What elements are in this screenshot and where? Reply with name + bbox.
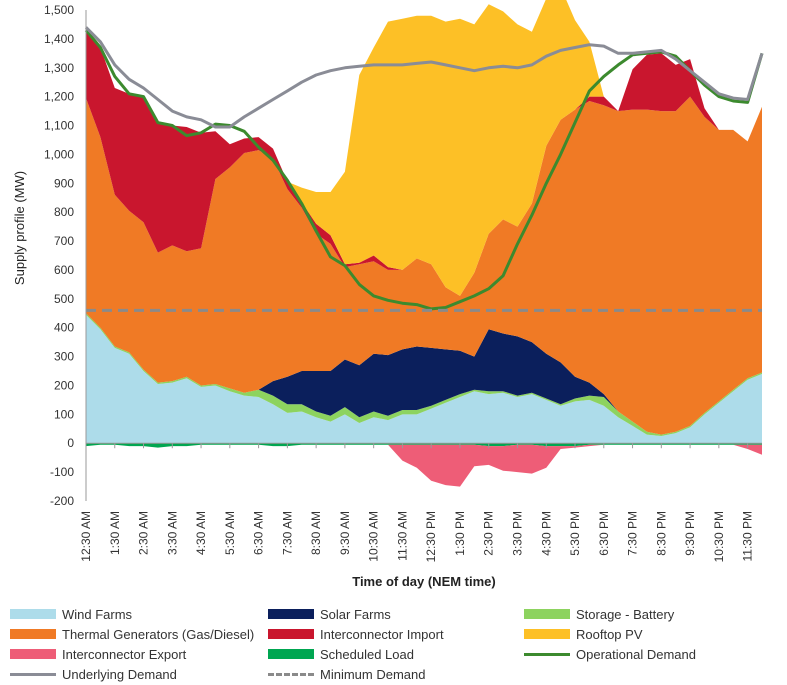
y-tick-label: 800 (54, 205, 74, 219)
legend-swatch (524, 629, 570, 639)
x-tick-label: 12:30 PM (424, 511, 438, 562)
x-tick-label: 8:30 PM (654, 511, 668, 556)
x-tick-label: 8:30 AM (309, 511, 323, 555)
legend-label: Solar Farms (320, 606, 391, 622)
legend-swatch (524, 652, 570, 656)
legend: Wind Farms Solar Farms Storage - Battery Th… (0, 604, 787, 685)
y-tick-labels: -200 -100 0 100 200 300 400 500 600 700 800 900 1,00… (44, 3, 74, 508)
legend-label: Interconnector Export (62, 646, 187, 662)
legend-item-minimum-demand: Minimum Demand (268, 664, 425, 684)
legend-item-solar-farms: Solar Farms (268, 604, 391, 624)
legend-label: Scheduled Load (320, 646, 414, 662)
area-thermal-generators-gas-diesel (86, 96, 762, 435)
x-tick-label: 11:30 PM (741, 511, 755, 561)
legend-item-scheduled-load: Scheduled Load (268, 644, 414, 664)
legend-item-interconnector-import: Interconnector Import (268, 624, 444, 644)
x-tick-label: 4:30 AM (194, 511, 208, 555)
legend-label: Interconnector Import (320, 626, 444, 642)
legend-swatch (10, 609, 56, 619)
y-tick-label: 600 (54, 263, 74, 277)
x-tick-label: 9:30 AM (338, 511, 352, 555)
legend-swatch (524, 609, 570, 619)
y-tick-label: -200 (50, 494, 74, 508)
y-tick-label: 300 (54, 350, 74, 364)
legend-label: Wind Farms (62, 606, 133, 622)
y-tick-label: 1,400 (44, 32, 74, 46)
legend-label: Storage - Battery (576, 606, 675, 622)
legend-swatch (268, 672, 314, 676)
x-tick-labels: 12:30 AM 1:30 AM 2:30 AM 3:30 AM 4:30 AM 5:30… (79, 511, 755, 562)
x-tick-label: 11:30 AM (395, 511, 409, 561)
demand-lines (84, 26, 764, 312)
y-tick-label: -100 (50, 465, 74, 479)
area-interconnector-import (86, 28, 762, 296)
x-tick-label: 10:30 PM (712, 511, 726, 562)
legend-item-operational-demand: Operational Demand (524, 644, 696, 664)
y-tick-label: 1,300 (44, 61, 74, 75)
x-tick-label: 1:30 AM (108, 511, 122, 555)
legend-swatch (268, 629, 314, 639)
x-tick-label: 7:30 AM (280, 511, 294, 555)
y-tick-label: 500 (54, 292, 74, 306)
x-tick-label: 5:30 AM (223, 511, 237, 555)
chart-area: -200 -100 0 100 200 300 400 500 600 700 800 900 1,00… (12, 0, 764, 589)
area-wind-farms (86, 314, 762, 444)
x-tick-label: 6:30 PM (597, 511, 611, 556)
y-tick-label: 400 (54, 321, 74, 335)
legend-label: Operational Demand (576, 646, 696, 662)
legend-swatch (10, 629, 56, 639)
legend-label: Thermal Generators (Gas/Diesel) (62, 626, 255, 642)
legend-swatch (10, 649, 56, 659)
x-tick-label: 10:30 AM (367, 511, 381, 562)
x-tick-label: 2:30 AM (137, 511, 151, 555)
y-tick-label: 200 (54, 378, 74, 392)
area-interconnector-export (86, 444, 762, 487)
legend-label: Underlying Demand (62, 666, 177, 682)
x-tick-label: 3:30 AM (165, 511, 179, 555)
y-tick-label: 1,200 (44, 90, 74, 104)
line-underlying-demand (84, 26, 764, 129)
x-axis-title: Time of day (NEM time) (352, 574, 496, 589)
legend-swatch (268, 649, 314, 659)
legend-swatch (10, 672, 56, 676)
x-tick-label: 3:30 PM (510, 511, 524, 556)
area-rooftop-pv (86, 0, 762, 296)
legend-swatch (268, 609, 314, 619)
legend-item-storage-battery: Storage - Battery (524, 604, 674, 624)
y-tick-label: 1,100 (44, 119, 74, 133)
y-tick-label: 700 (54, 234, 74, 248)
x-tick-label: 9:30 PM (683, 511, 697, 556)
legend-label: Rooftop PV (576, 626, 643, 642)
legend-item-underlying-demand: Underlying Demand (10, 664, 177, 684)
y-axis-title: Supply profile (MW) (12, 171, 27, 285)
x-tick-label: 6:30 AM (252, 511, 266, 555)
legend-item-rooftop-pv: Rooftop PV (524, 624, 643, 644)
x-tick-label: 12:30 AM (79, 511, 93, 562)
y-tick-label: 100 (54, 407, 74, 421)
y-tick-label: 1,000 (44, 147, 74, 161)
y-tick-label: 1,500 (44, 3, 74, 17)
axes (85, 10, 762, 501)
y-tick-label: 900 (54, 176, 74, 190)
area-scheduled-load (86, 443, 762, 448)
area-storage-battery (86, 313, 762, 436)
legend-item-thermal-generators-gas-diesel: Thermal Generators (Gas/Diesel) (10, 624, 254, 644)
x-tick-label: 5:30 PM (568, 511, 582, 556)
legend-item-interconnector-export: Interconnector Export (10, 644, 186, 664)
legend-item-wind-farms: Wind Farms (10, 604, 132, 624)
y-tick-label: 0 (67, 436, 74, 450)
x-tick-label: 2:30 PM (482, 511, 496, 556)
x-tick-label: 4:30 PM (539, 511, 553, 556)
stacked-areas (86, 0, 762, 487)
legend-label: Minimum Demand (320, 666, 426, 682)
x-tick-label: 7:30 PM (626, 511, 640, 556)
x-tick-label: 1:30 PM (453, 511, 467, 556)
area-solar-farms (86, 313, 762, 435)
